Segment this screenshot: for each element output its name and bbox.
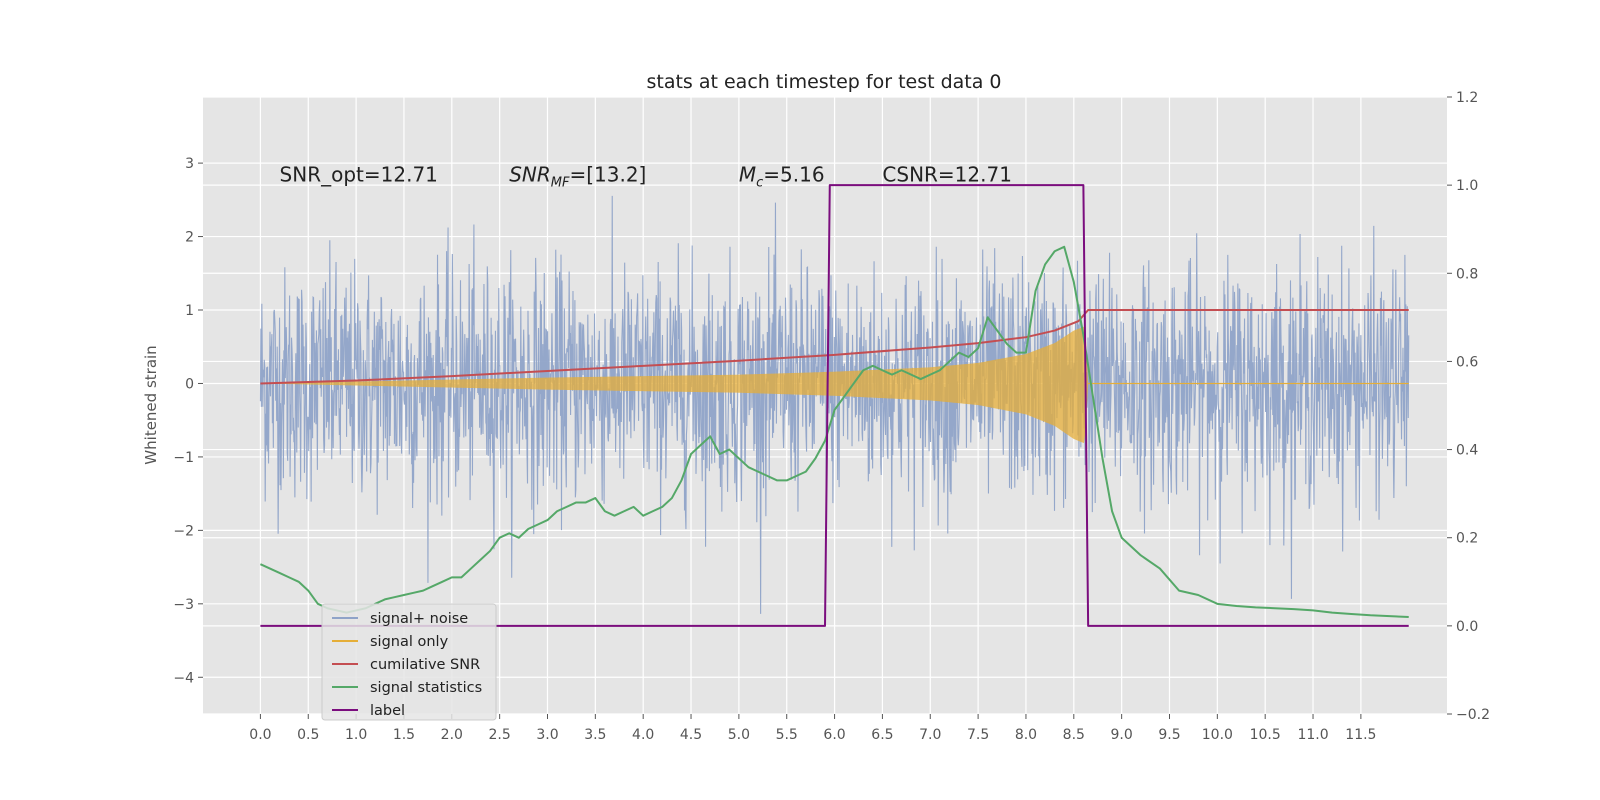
y2-axis-ticks: 1.2 1.0 0.8 0.6 0.4 0.2 0.0 −0.2: [1447, 90, 1490, 723]
x-tick-label: 3.0: [536, 727, 558, 743]
y2-tick-label: 1.0: [1456, 178, 1478, 194]
x-tick-label: 11.0: [1297, 727, 1328, 743]
y-tick-label: 1: [185, 303, 194, 319]
chart-title: stats at each timestep for test data 0: [646, 71, 1001, 93]
x-tick-label: 0.5: [297, 727, 319, 743]
y2-tick-label: 0.0: [1456, 619, 1478, 635]
y-axis-label: Whitened strain: [142, 345, 160, 464]
annotation-snr-mf: SNRMF=[13.2]: [509, 162, 646, 190]
x-tick-label: 6.0: [823, 727, 845, 743]
x-tick-label: 10.5: [1250, 727, 1281, 743]
y2-tick-label: −0.2: [1456, 707, 1490, 723]
y-tick-label: −2: [173, 523, 194, 539]
y-tick-label: −3: [173, 597, 194, 613]
annotations: SNR_opt=12.71 SNRMF=[13.2] Mc=5.16 CSNR=12.…: [280, 162, 1012, 190]
y2-tick-label: 0.4: [1456, 443, 1478, 459]
x-tick-label: 5.5: [776, 727, 798, 743]
y-tick-label: 0: [185, 376, 194, 392]
legend: signal+ noise signal only cumilative SNR si…: [321, 603, 497, 721]
x-tick-label: 9.5: [1158, 727, 1180, 743]
x-tick-label: 0.0: [249, 727, 271, 743]
x-tick-label: 3.5: [584, 727, 606, 743]
annotation-mc: Mc=5.16: [739, 162, 825, 190]
y-tick-label: 2: [185, 230, 194, 246]
x-tick-label: 4.0: [632, 727, 654, 743]
signal-envelope: [260, 326, 1089, 444]
x-tick-label: 2.5: [489, 727, 511, 743]
y2-tick-label: 0.2: [1456, 531, 1478, 547]
x-tick-label: 1.0: [345, 727, 367, 743]
y-tick-label: −1: [173, 450, 194, 466]
x-tick-label: 8.0: [1015, 727, 1037, 743]
x-tick-label: 9.0: [1111, 727, 1133, 743]
x-tick-label: 5.0: [728, 727, 750, 743]
y2-tick-label: 1.2: [1456, 90, 1478, 106]
y-axis-ticks: 3 2 1 0 −1 −2 −3 −4: [173, 156, 203, 686]
x-tick-label: 8.5: [1063, 727, 1085, 743]
legend-entry: signal+ noise: [370, 611, 468, 627]
series-cumilative-snr: [260, 309, 1409, 385]
legend-entry: signal statistics: [370, 680, 482, 696]
annotation-snr-opt: SNR_opt=12.71: [280, 162, 438, 186]
x-tick-label: 11.5: [1345, 727, 1376, 743]
y2-tick-label: 0.6: [1456, 354, 1478, 370]
y-tick-label: −4: [173, 670, 194, 686]
annotation-csnr: CSNR=12.71: [882, 162, 1012, 186]
y2-tick-label: 0.8: [1456, 266, 1478, 282]
series-label: [260, 184, 1409, 627]
series-signal-only: [260, 326, 1409, 444]
legend-box: [321, 603, 497, 721]
x-tick-label: 7.5: [967, 727, 989, 743]
legend-entry: label: [370, 703, 405, 719]
x-axis-ticks: 0.0 0.5 1.0 1.5 2.0 2.5 3.0 3.5 4.0 4.5 5.0 5.5 6.0 6…: [249, 714, 1376, 743]
x-tick-label: 6.5: [871, 727, 893, 743]
signal-statistics-line: [260, 245, 1409, 619]
x-tick-label: 1.5: [393, 727, 415, 743]
legend-entry: cumilative SNR: [370, 657, 480, 673]
label-line: [260, 184, 1409, 627]
x-tick-label: 10.0: [1202, 727, 1233, 743]
x-tick-label: 7.0: [919, 727, 941, 743]
y-tick-label: 3: [185, 156, 194, 172]
x-tick-label: 2.0: [441, 727, 463, 743]
series-signal-statistics: [260, 245, 1409, 619]
cumilative-snr-line: [260, 309, 1409, 385]
x-tick-label: 4.5: [680, 727, 702, 743]
legend-entry: signal only: [370, 634, 449, 650]
